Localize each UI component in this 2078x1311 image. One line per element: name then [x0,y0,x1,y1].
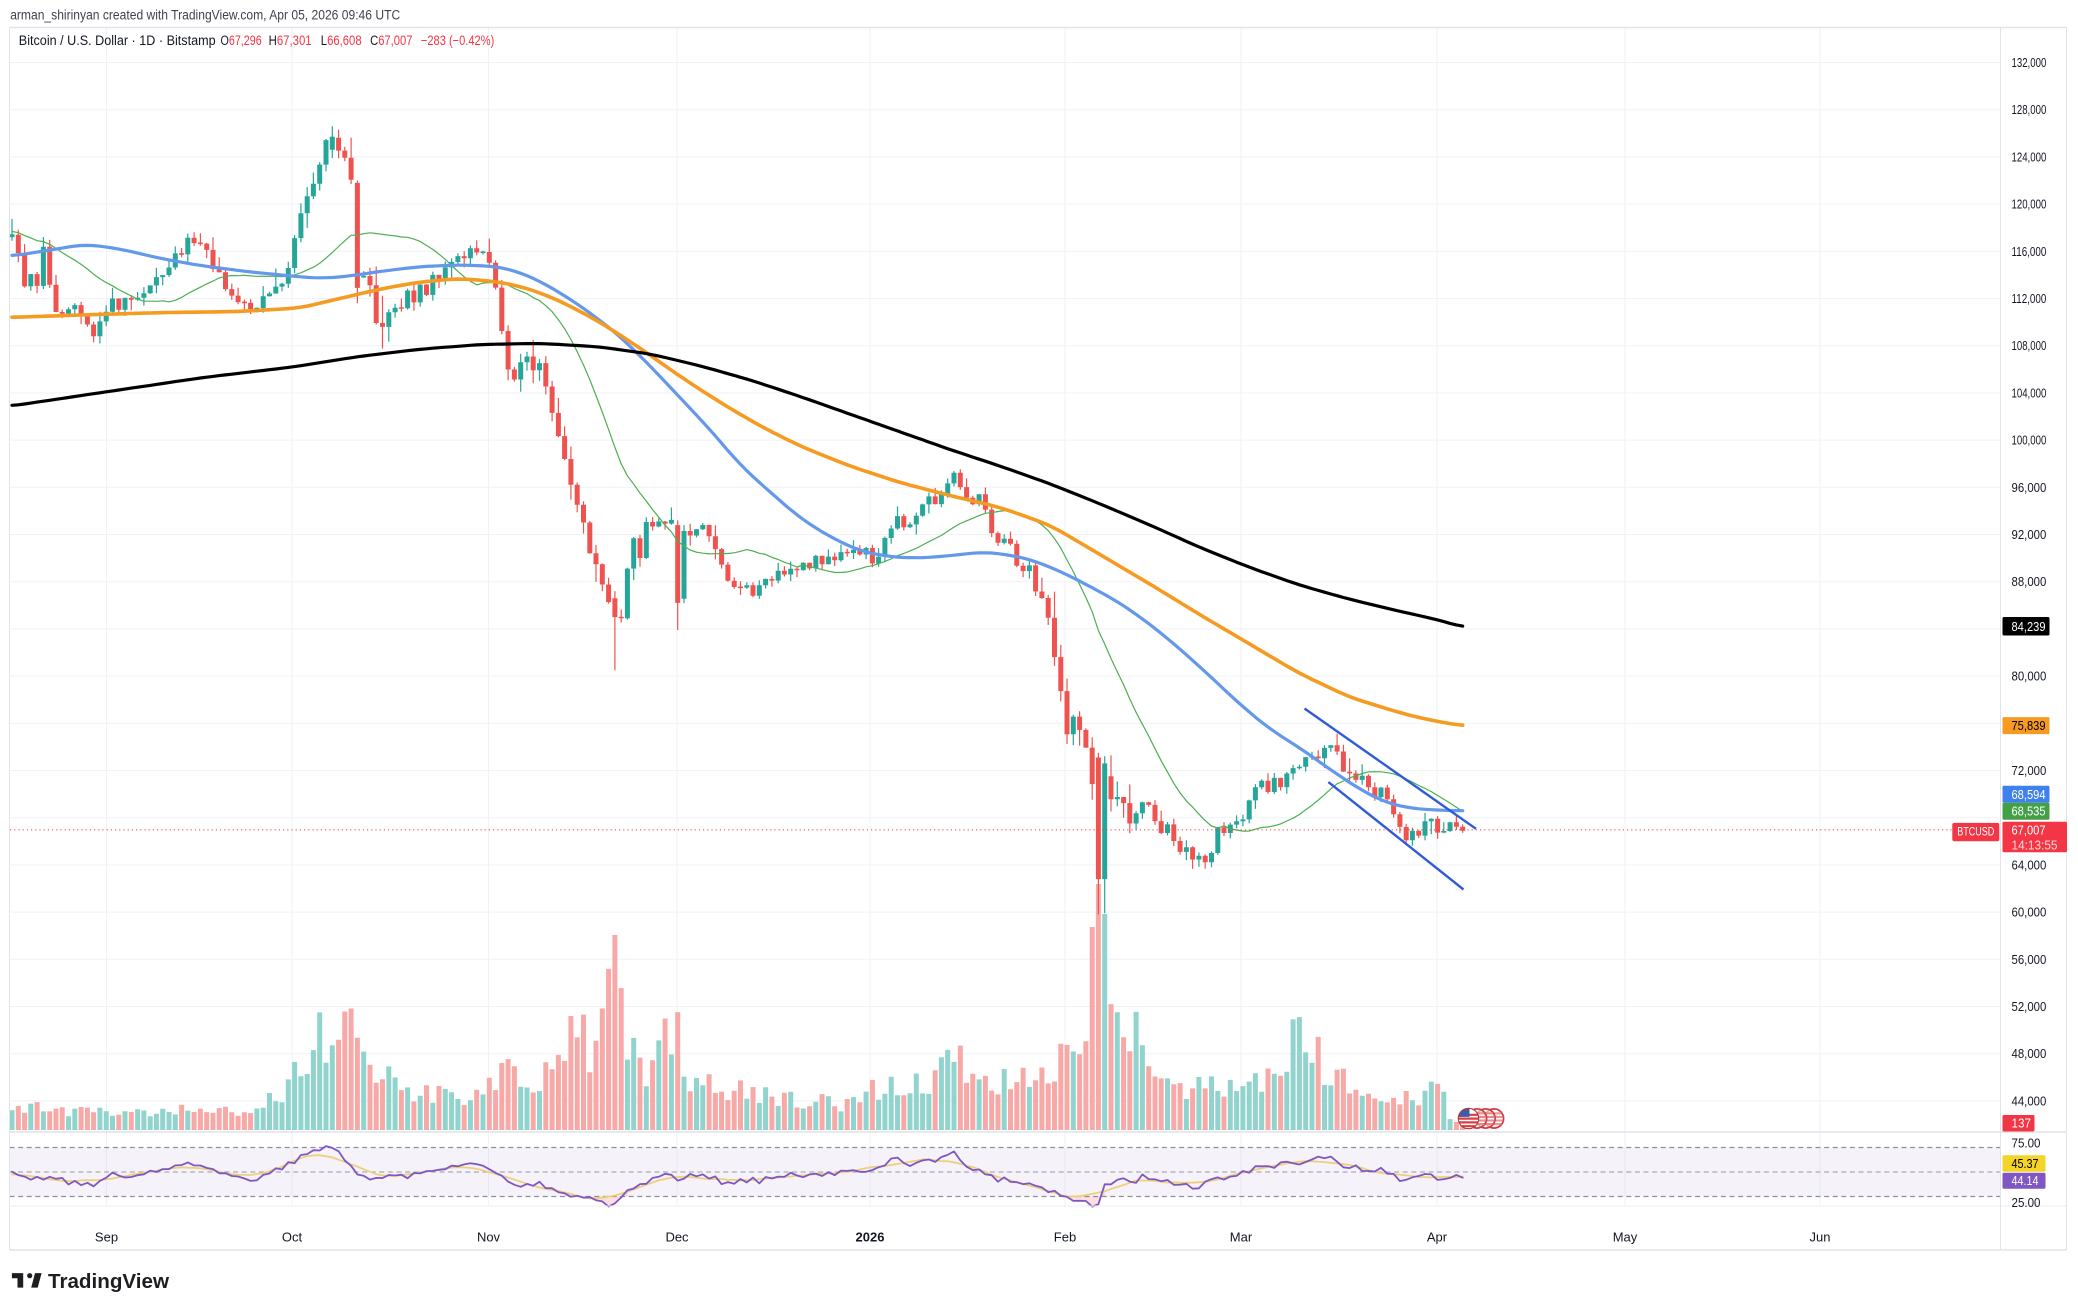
svg-text:44,000: 44,000 [2012,1093,2047,1108]
svg-text:−283 (−0.42%): −283 (−0.42%) [421,33,494,48]
svg-text:124,000: 124,000 [2012,149,2047,164]
svg-text:Bitcoin / U.S. Dollar · 1D · B: Bitcoin / U.S. Dollar · 1D · Bitstamp [19,33,216,48]
svg-text:Oct: Oct [282,1230,303,1245]
svg-text:68,535: 68,535 [2012,805,2046,819]
svg-text:44.14: 44.14 [2012,1174,2039,1188]
svg-text:75.00: 75.00 [2012,1135,2041,1150]
svg-text:72,000: 72,000 [2012,763,2047,778]
svg-text:92,000: 92,000 [2012,527,2047,542]
svg-text:56,000: 56,000 [2012,952,2047,967]
svg-text:Sep: Sep [95,1230,118,1245]
svg-text:May: May [1613,1230,1638,1245]
svg-text:H67,301: H67,301 [269,33,312,48]
svg-text:45.37: 45.37 [2012,1157,2039,1171]
svg-text:Dec: Dec [665,1230,689,1245]
svg-text:Jun: Jun [1810,1230,1831,1245]
svg-text:88,000: 88,000 [2012,574,2047,589]
svg-text:TradingView: TradingView [48,1270,169,1293]
svg-text:L66,608: L66,608 [321,33,362,48]
svg-text:104,000: 104,000 [2012,385,2047,400]
svg-text:2026: 2026 [856,1230,885,1245]
svg-text:68,594: 68,594 [2012,788,2046,802]
svg-text:112,000: 112,000 [2012,291,2047,306]
svg-text:BTCUSD: BTCUSD [1957,827,1994,839]
svg-text:60,000: 60,000 [2012,905,2047,920]
svg-text:Feb: Feb [1054,1230,1076,1245]
svg-text:25.00: 25.00 [2012,1195,2041,1210]
svg-text:52,000: 52,000 [2012,999,2047,1014]
svg-text:100,000: 100,000 [2012,433,2047,448]
svg-text:96,000: 96,000 [2012,480,2047,495]
svg-text:75,839: 75,839 [2012,719,2046,733]
svg-text:116,000: 116,000 [2012,244,2047,259]
svg-text:120,000: 120,000 [2012,197,2047,212]
svg-text:64,000: 64,000 [2012,857,2047,872]
svg-text:80,000: 80,000 [2012,669,2047,684]
svg-text:128,000: 128,000 [2012,102,2047,117]
svg-text:108,000: 108,000 [2012,338,2047,353]
svg-text:132,000: 132,000 [2012,55,2047,70]
svg-text:Apr: Apr [1427,1230,1448,1245]
svg-text:48,000: 48,000 [2012,1046,2047,1061]
svg-text:C67,007: C67,007 [370,33,412,48]
svg-text:84,239: 84,239 [2012,620,2046,634]
svg-text:67,007: 67,007 [2012,823,2046,837]
svg-text:Nov: Nov [477,1230,501,1245]
svg-text:137: 137 [2012,1117,2032,1131]
svg-text:14:13:55: 14:13:55 [2012,838,2058,852]
svg-text:O67,296: O67,296 [221,33,262,48]
svg-text:arman_shirinyan created with T: arman_shirinyan created with TradingView… [10,7,400,22]
svg-text:Mar: Mar [1230,1230,1253,1245]
